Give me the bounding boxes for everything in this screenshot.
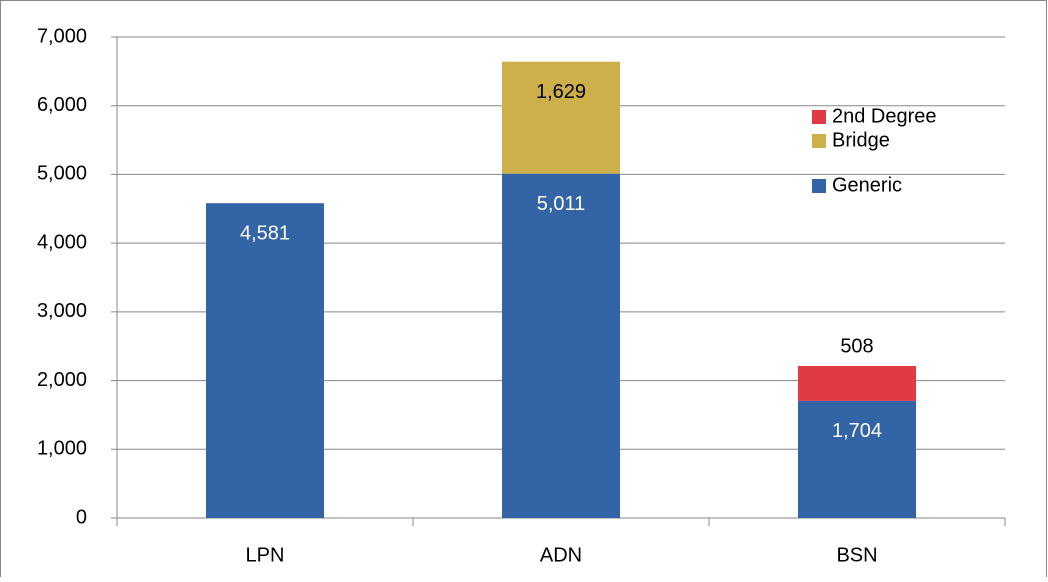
legend-label: Generic bbox=[832, 174, 902, 196]
legend-swatch bbox=[812, 179, 826, 193]
value-label: 508 bbox=[840, 335, 873, 357]
value-label: 1,704 bbox=[832, 420, 882, 442]
bar-segment bbox=[502, 61, 620, 174]
y-tick-label: 2,000 bbox=[37, 369, 87, 391]
x-tick-label: BSN bbox=[836, 544, 877, 566]
legend-label: 2nd Degree bbox=[832, 105, 937, 127]
y-tick-label: 4,000 bbox=[37, 231, 87, 253]
y-tick-label: 0 bbox=[76, 506, 87, 528]
legend-label: Bridge bbox=[832, 129, 890, 151]
y-tick-label: 6,000 bbox=[37, 94, 87, 116]
y-tick-label: 1,000 bbox=[37, 438, 87, 460]
bar-segment bbox=[502, 173, 620, 518]
y-tick-label: 3,000 bbox=[37, 300, 87, 322]
value-label: 4,581 bbox=[240, 223, 290, 245]
value-label: 5,011 bbox=[537, 193, 586, 215]
value-label: 1,629 bbox=[536, 81, 586, 103]
bar-segment bbox=[798, 366, 916, 401]
x-tick-label: ADN bbox=[540, 544, 582, 566]
bar-segment bbox=[798, 400, 916, 518]
legend-swatch bbox=[812, 134, 826, 148]
bar-segment bbox=[206, 203, 324, 519]
y-tick-label: 7,000 bbox=[37, 25, 87, 47]
x-tick-label: LPN bbox=[246, 544, 285, 566]
y-tick-label: 5,000 bbox=[37, 163, 87, 185]
legend-swatch bbox=[812, 110, 826, 124]
